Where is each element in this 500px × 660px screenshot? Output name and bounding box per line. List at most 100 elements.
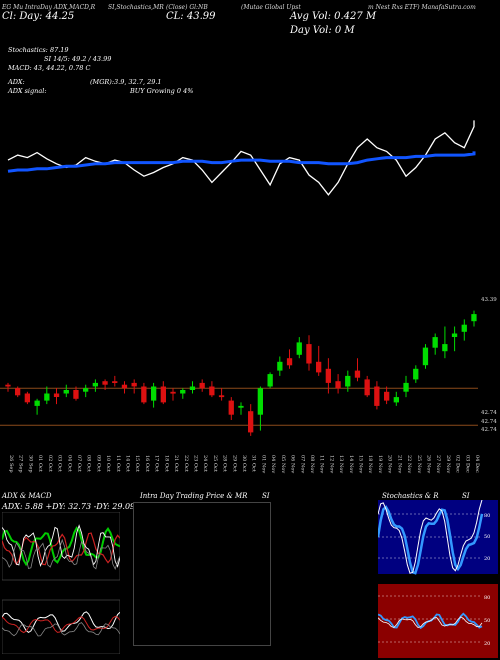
header-col1-line2: Cl: Day: 44.25 xyxy=(2,11,74,22)
candle-body xyxy=(277,361,283,371)
candle-body xyxy=(354,370,361,378)
x-tick-label: 02 Dec xyxy=(455,455,461,473)
chart-title: (Mutae Global Upst xyxy=(241,4,301,11)
x-tick-label: 20 Nov xyxy=(387,455,393,473)
stoch-label-50: 50 xyxy=(484,534,490,540)
adx-panel-frame xyxy=(2,512,120,581)
stoch-d-line xyxy=(378,500,483,574)
candle-body xyxy=(248,411,254,433)
candle-body xyxy=(461,324,467,332)
adx-plus-di-line xyxy=(2,526,120,567)
x-tick-label: 18 Oct xyxy=(163,455,169,472)
x-tick-label: 19 Nov xyxy=(377,455,383,473)
candle-body xyxy=(34,400,40,406)
stochastics-value: Stochastics: 87.19 xyxy=(8,46,69,54)
candle-body xyxy=(393,397,399,403)
adx-macd-title: ADX & MACD xyxy=(2,492,52,500)
stoch-label-20: 20 xyxy=(484,556,490,562)
candle-body xyxy=(228,400,234,415)
x-tick-label: 14 Nov xyxy=(348,455,354,473)
day-volume: Day Vol: 0 M xyxy=(290,25,355,36)
si-signal-line xyxy=(378,616,483,628)
candle-body xyxy=(413,368,419,380)
x-tick-label: 27 Sep xyxy=(18,455,24,473)
candle-body xyxy=(267,374,273,387)
x-tick-label: 10 Oct xyxy=(105,455,111,472)
x-tick-label: 21 Oct xyxy=(173,455,179,472)
x-tick-label: 22 Nov xyxy=(406,455,412,473)
x-tick-label: 13 Nov xyxy=(338,455,344,473)
x-tick-label: 05 Nov xyxy=(280,455,286,473)
x-tick-label: 29 Oct xyxy=(231,455,237,472)
x-tick-label: 08 Nov xyxy=(309,455,315,473)
stochastics-title: Stochastics & R xyxy=(382,492,439,500)
x-tick-label: 24 Oct xyxy=(202,455,208,472)
si-lines xyxy=(378,612,483,630)
x-tick-label: 07 Oct xyxy=(76,455,82,472)
x-tick-label: 11 Oct xyxy=(115,455,121,472)
stochastics-grid xyxy=(378,513,482,559)
stoch-label-80: 80 xyxy=(484,513,490,519)
adx-signal-value: BUY Growing 0 4% xyxy=(130,87,194,95)
candle-body xyxy=(121,384,128,389)
header-col1-line1: EG Mu IntraDay ADX,MACD,R xyxy=(2,4,96,11)
candle-body xyxy=(160,386,166,403)
stoch-si-panels: 80 50 20 80 50 20 xyxy=(378,500,498,658)
adx-values: (MGR):3.9, 32.7, 29.1 xyxy=(90,78,162,86)
adx-panel-values: ADX: 5.88 +DY: 32.73 -DY: 29.09 xyxy=(2,502,136,511)
si-indicator-group xyxy=(7,120,476,196)
x-tick-label: 30 Sep xyxy=(27,455,33,473)
adx-macd-panels xyxy=(2,512,120,654)
candle-body xyxy=(92,382,98,387)
candle-body xyxy=(403,382,409,392)
candle-body xyxy=(442,344,448,352)
header-col2-line1: SI,Stochastics,MR xyxy=(108,4,164,11)
candlesticks-group xyxy=(5,310,477,436)
x-tick-label: 04 Nov xyxy=(270,455,276,473)
candle-body xyxy=(199,382,205,389)
x-axis-labels: 26 Sep 27 Sep 30 Sep 01 Oct 02 Oct 03 Oct 04 O… xyxy=(8,455,480,473)
x-tick-label: 01 Oct xyxy=(37,455,43,472)
x-tick-label: 09 Oct xyxy=(95,455,101,472)
avg-volume: Avg Vol: 0.427 M xyxy=(290,11,377,22)
x-tick-label: 26 Nov xyxy=(426,455,432,473)
macd-value: MACD: 43, 44.22, 0.78 C xyxy=(8,64,91,72)
x-tick-label: 06 Nov xyxy=(290,455,296,473)
candle-body xyxy=(44,393,50,401)
candle-body xyxy=(325,368,331,383)
stochastics-si-title: SI xyxy=(462,492,470,500)
macd-line xyxy=(2,611,120,634)
day-close-price: 44.25 xyxy=(45,11,75,22)
x-tick-label: 03 Oct xyxy=(57,455,63,472)
candle-body xyxy=(364,379,370,396)
price-label-low2: 42.74 xyxy=(481,419,497,425)
candle-body xyxy=(218,395,225,398)
candle-body xyxy=(112,381,118,383)
candle-body xyxy=(238,405,244,408)
si-line xyxy=(7,120,475,196)
candle-body xyxy=(170,391,176,394)
candle-body xyxy=(15,388,21,396)
ma-line xyxy=(7,151,476,173)
stochastics-lines xyxy=(378,500,484,575)
candle-body xyxy=(316,361,322,373)
x-tick-label: 07 Nov xyxy=(299,455,305,473)
price-label-top: 43.39 xyxy=(481,297,497,303)
adx-ma-line xyxy=(2,538,120,570)
candle-body xyxy=(296,342,302,355)
candle-body xyxy=(141,386,147,403)
candle-body xyxy=(335,381,341,389)
day-close-label: Cl: Day: xyxy=(2,11,43,22)
candle-body xyxy=(83,388,89,392)
candle-body xyxy=(5,384,11,387)
x-tick-label: 14 Oct xyxy=(125,455,131,472)
main-chart: 26 Sep 27 Sep 30 Sep 01 Oct 02 Oct 03 Oct 04 O… xyxy=(0,120,497,473)
x-tick-label: 28 Oct xyxy=(222,455,228,472)
adx-signal-label: ADX signal: xyxy=(8,87,47,95)
si-value: SI 14/5: 49.2 / 43.99 xyxy=(44,55,112,63)
x-tick-label: 15 Nov xyxy=(358,455,364,473)
candle-body xyxy=(24,393,30,403)
x-tick-label: 18 Nov xyxy=(367,455,373,473)
macd-lines xyxy=(2,611,120,637)
x-tick-label: 25 Oct xyxy=(212,455,218,472)
